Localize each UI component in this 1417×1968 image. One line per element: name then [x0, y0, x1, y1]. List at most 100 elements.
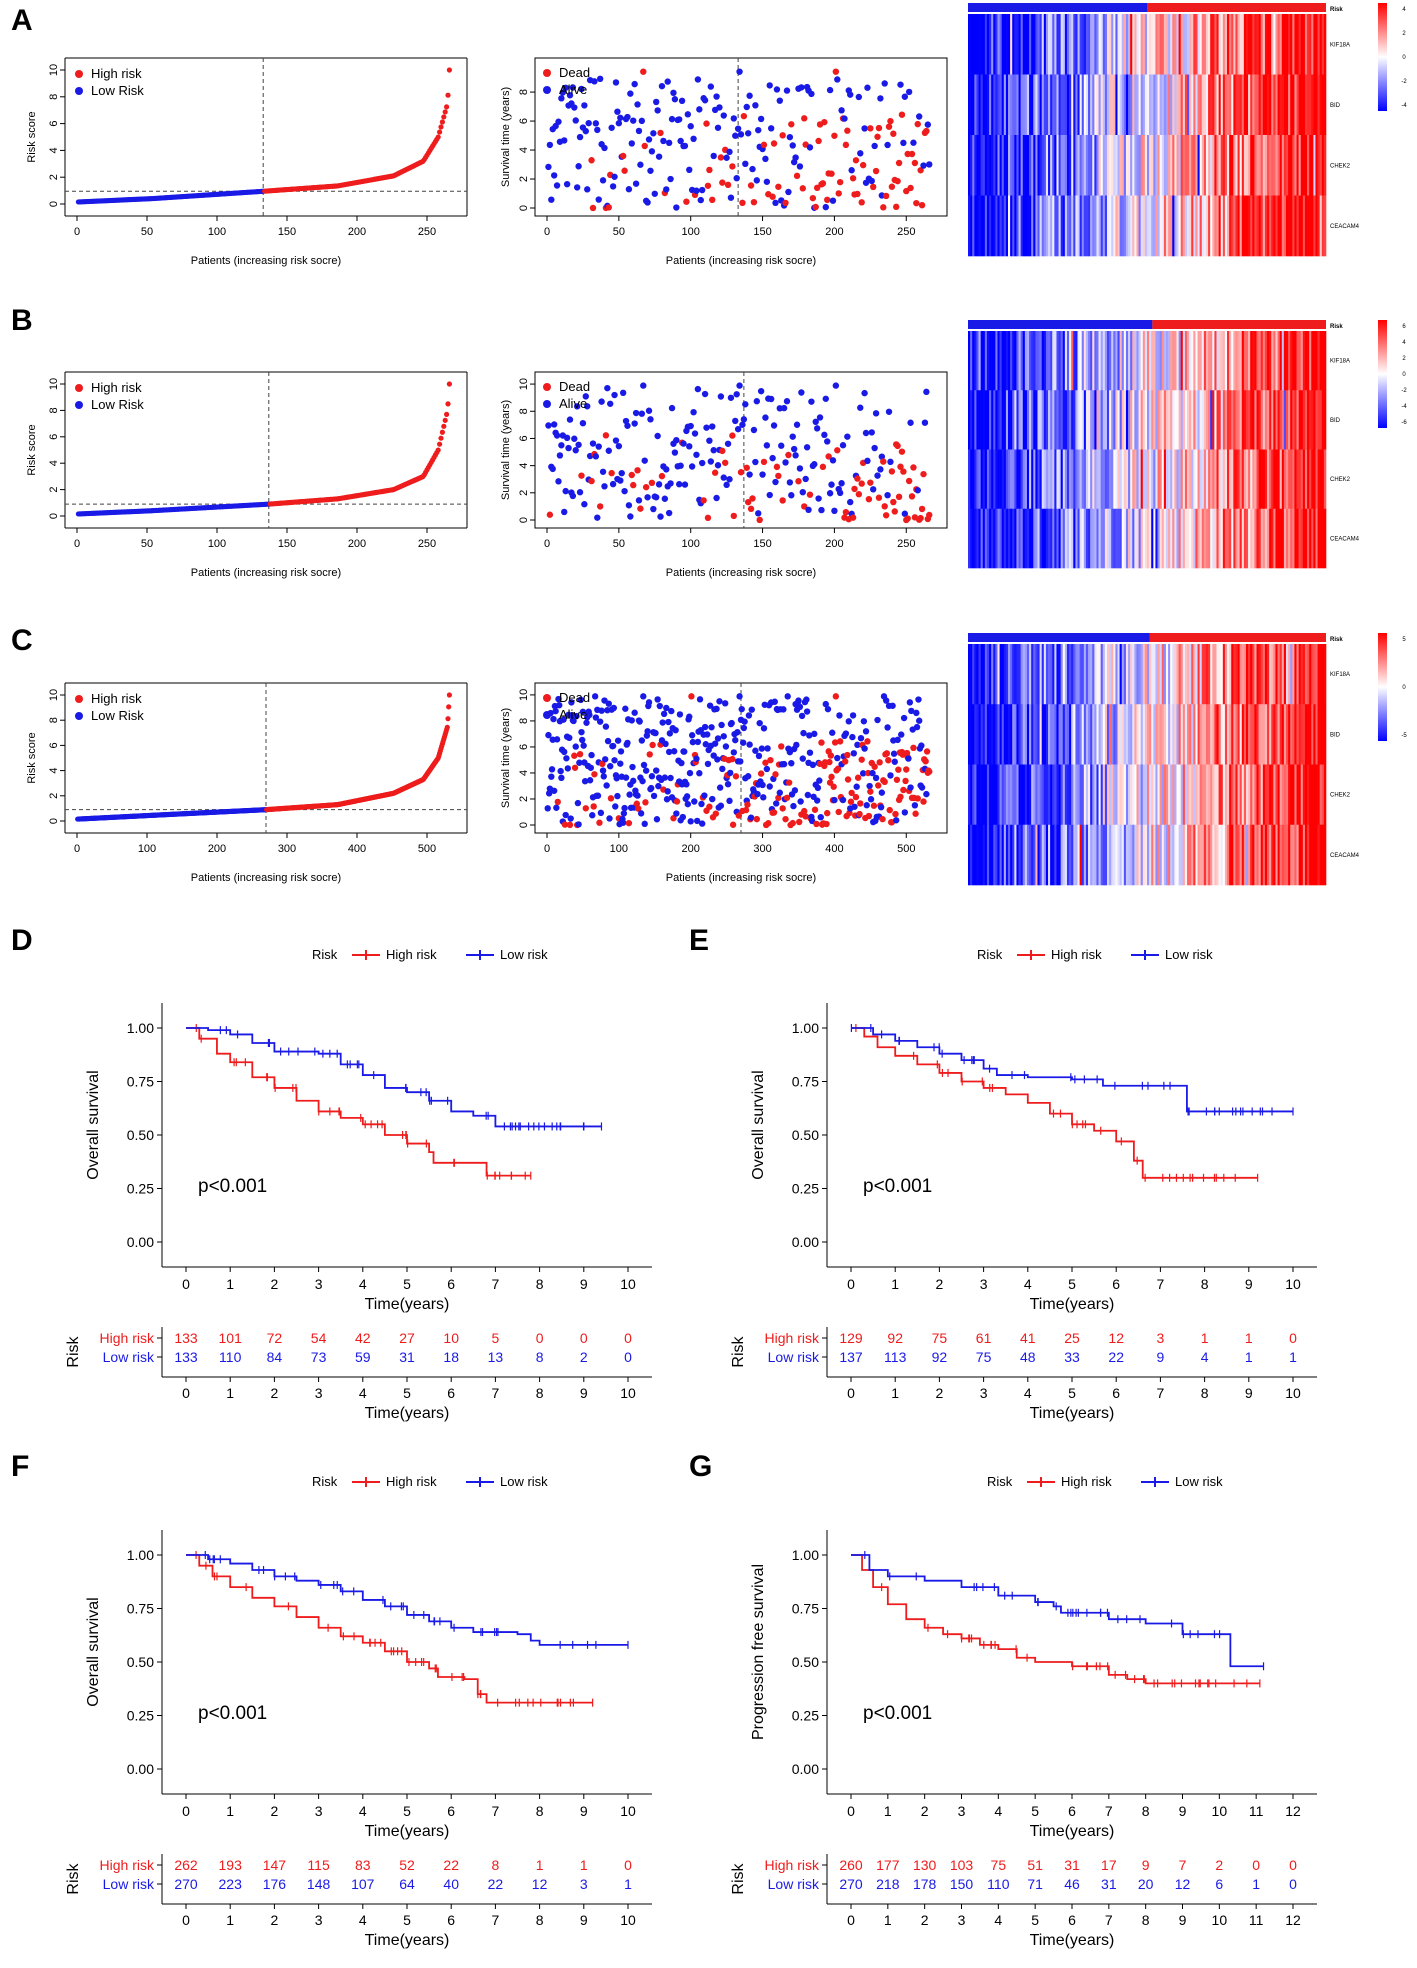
heatmap-cell	[1125, 508, 1129, 569]
heatmap-cell	[1311, 331, 1314, 391]
heatmap-cell	[1062, 508, 1066, 569]
heatmap-cell	[1088, 14, 1091, 75]
heatmap-cell	[1052, 644, 1055, 705]
alive-point	[562, 811, 569, 819]
alive-point	[723, 154, 730, 161]
heatmap-cell	[1018, 74, 1021, 136]
alive-point	[816, 777, 823, 784]
x-tick-label: 100	[682, 226, 700, 238]
heatmap-cell	[997, 764, 1000, 826]
heatmap-cell	[1254, 135, 1257, 196]
heatmap-cell	[1138, 135, 1141, 196]
heatmap-cell	[1245, 508, 1249, 569]
dead-point	[865, 812, 873, 820]
alive-point	[848, 167, 855, 174]
heatmap-cell	[1008, 74, 1011, 136]
heatmap-cell	[1267, 135, 1270, 196]
dead-point	[775, 794, 782, 802]
heatmap-cell	[1010, 644, 1013, 705]
heatmap-cell	[1024, 644, 1028, 705]
heatmap-cell	[1153, 704, 1156, 765]
heatmap-cell	[1012, 331, 1015, 391]
heatmap-cell	[1024, 508, 1028, 569]
heatmap-cell	[1018, 508, 1021, 569]
heatmap-cell	[1026, 135, 1030, 196]
heatmap-cell	[1241, 824, 1245, 886]
heatmap-cell	[1090, 390, 1093, 450]
dead-point	[769, 193, 776, 200]
y-tick-label: 0	[518, 822, 530, 828]
alive-point	[862, 728, 870, 735]
table-x-tick-label: 4	[359, 1912, 367, 1928]
alive-point	[681, 481, 689, 488]
x-tick-label: 250	[418, 226, 436, 238]
x-tick-label: 250	[897, 538, 915, 550]
heatmap-cell	[1309, 508, 1312, 569]
heatmap-cell	[978, 764, 981, 826]
heatmap-cell	[1184, 704, 1188, 765]
panel-letter-e: E	[689, 924, 709, 957]
heatmap-cell	[1132, 644, 1135, 705]
heatmap-cell	[1277, 74, 1280, 136]
alive-point	[838, 107, 845, 114]
heatmap-cell	[1001, 390, 1005, 450]
heatmap-cell	[1203, 14, 1207, 75]
heatmap-cell	[1048, 135, 1051, 196]
heatmap-cell	[1136, 644, 1139, 705]
heatmap-cell	[1075, 14, 1078, 75]
heatmap-cell	[1130, 14, 1133, 75]
heatmap-cell	[1235, 135, 1238, 196]
heatmap-cell	[1258, 331, 1262, 391]
x-tick-label: 250	[897, 226, 915, 238]
heatmap-cell	[1208, 195, 1211, 257]
alive-point	[696, 770, 703, 777]
heatmap-cell	[1159, 508, 1163, 569]
heatmap-cell	[1125, 74, 1129, 136]
heatmap-cell	[1079, 449, 1083, 510]
alive-point	[570, 717, 577, 725]
heatmap-cell	[1111, 135, 1114, 196]
heatmap-cell	[1229, 508, 1232, 569]
heatmap-cell	[1224, 390, 1228, 450]
heatmap-cell	[1066, 449, 1070, 510]
heatmap-cell	[1243, 331, 1247, 391]
heatmap-cell	[1199, 14, 1203, 75]
alive-point	[714, 124, 722, 131]
heatmap-cell	[1290, 135, 1293, 196]
heatmap-cell	[1003, 135, 1007, 196]
heatmap-cell	[1199, 195, 1203, 257]
legend-title: Risk	[312, 1474, 338, 1489]
heatmap-cell	[1254, 449, 1257, 510]
dead-point	[905, 477, 913, 485]
alive-point	[884, 141, 891, 149]
dead-point	[831, 739, 839, 746]
alive-point	[924, 121, 932, 128]
alive-point	[752, 747, 759, 754]
heatmap-cell	[1245, 331, 1249, 391]
km-plot-e: Risk High risk Low risk0.000.250.500.751.0…	[730, 947, 1317, 1422]
alive-point	[603, 782, 610, 789]
heatmap-cell	[1224, 14, 1228, 75]
heatmap-cell	[1138, 74, 1141, 136]
heatmap-cell	[1104, 195, 1108, 257]
heatmap-cell	[1241, 449, 1245, 510]
alive-point	[565, 444, 572, 452]
heatmap-cell	[1022, 644, 1026, 705]
heatmap-cell	[1035, 331, 1038, 391]
heatmap-cell	[1313, 449, 1316, 510]
heatmap-cell	[1210, 824, 1213, 886]
heatmap-cell	[976, 390, 979, 450]
heatmap-cell	[1151, 449, 1154, 510]
heatmap-cell	[1165, 135, 1169, 196]
heatmap-cell	[1081, 644, 1085, 705]
heatmap-cell	[1264, 449, 1268, 510]
heatmap-cell	[1147, 135, 1150, 196]
heatmap-cell	[1128, 14, 1131, 75]
heatmap-cell	[1054, 74, 1057, 136]
heatmap-cell	[1187, 764, 1190, 826]
alive-point	[727, 194, 735, 201]
alive-point	[802, 475, 809, 483]
heatmap-cell	[972, 824, 975, 886]
alive-point	[664, 78, 671, 85]
alive-point	[670, 89, 677, 97]
